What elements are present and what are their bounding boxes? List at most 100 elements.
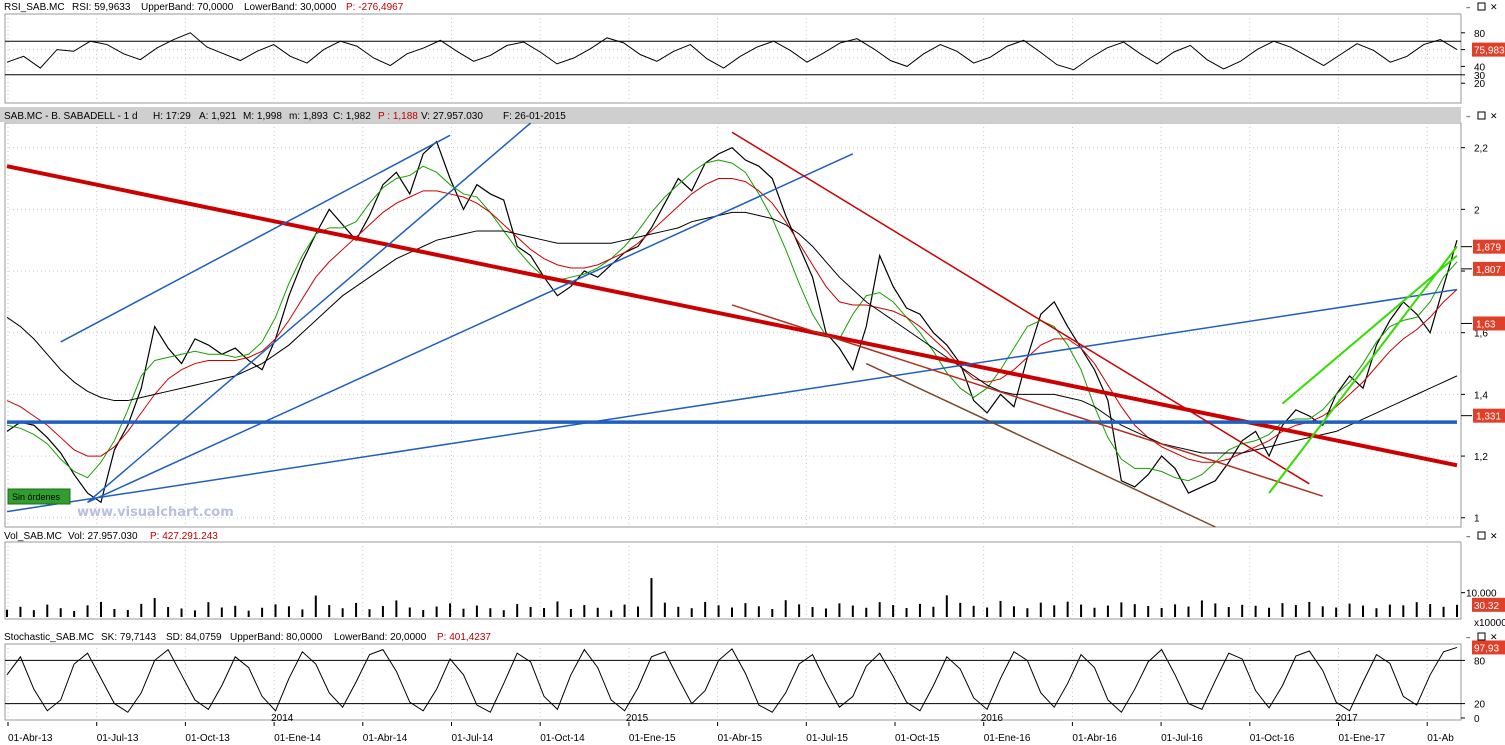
stochastic-title: Stochastic_SAB.MC [4,632,94,643]
maximize-icon[interactable] [1477,632,1486,641]
close-icon[interactable]: ✕ [1490,112,1498,122]
volume-p: P: 427.291.243 [150,531,218,542]
volume-bar [650,578,653,617]
date-tick-label: 01-Abr-13 [8,733,53,744]
volume-bar [999,600,1002,617]
price-grid [5,123,1461,527]
volume-bar [1348,603,1351,617]
volume-title: Vol_SAB.MC [4,531,62,542]
maximize-icon[interactable] [1477,111,1486,120]
price-time: H: 17:29 [153,111,191,122]
volume-bar [1308,601,1311,617]
rsi-y-tick-label: 80 [1474,29,1486,40]
price-high: M: 1,998 [243,111,282,122]
trendline [60,134,451,343]
rsi-lower-band-label: LowerBand: 30,0000 [244,2,337,13]
volume-bar [341,608,344,617]
volume-value: Vol: 27.957.030 [68,531,138,542]
date-tick-label: 01-Abr-15 [718,733,763,744]
volume-bar [945,595,948,617]
price-panel: SAB.MC - B. SABADELL - 1 d H: 17:29 A: 1… [0,107,1505,528]
volume-scale-label: x10000 [1474,618,1505,629]
volume-bar [757,606,760,617]
stochastic-y-tick-label: 20 [1474,700,1486,711]
trendline [865,362,1216,528]
minimize-icon[interactable]: – [1466,112,1471,122]
volume-bar [435,606,438,617]
trendline [731,131,1310,485]
price-date: F: 26-01-2015 [503,111,566,122]
volume-bar [556,601,559,617]
volume-bar [1362,605,1365,617]
price-tag-box [1473,408,1505,423]
volume-bar [328,605,331,617]
price-symbol: SAB.MC - B. SABADELL - 1 d [4,111,138,122]
volume-bar [1442,606,1445,617]
stochastic-y-axis: 80 20 0 97,93 [1461,640,1505,725]
volume-bar [663,602,666,617]
rsi-series-line [6,32,1458,71]
price-tag-text: 1,63 [1476,319,1496,330]
rsi-y-axis: 806040302075,983 [1461,29,1505,90]
volume-bar [261,607,264,617]
volume-bar [355,602,358,617]
maximize-icon[interactable] [1477,2,1486,11]
volume-bar [287,606,290,617]
stochastic-last-value-tag [1472,640,1505,655]
price-window-controls[interactable]: – ✕ [1466,111,1498,122]
volume-bar [811,607,814,617]
volume-bar [918,603,921,617]
price-y-tick-label: 2,2 [1474,144,1488,155]
order-label-text: Sin órdenes [12,492,61,502]
stochastic-y-tick-label: 0 [1474,714,1480,725]
rsi-y-tick-label: 20 [1474,79,1486,90]
rsi-grid [5,14,1461,103]
volume-bar [1053,605,1056,617]
price-tag-text: 1,331 [1476,412,1501,423]
date-tick-label: 01-Ene-14 [274,733,321,744]
date-tick-label: 01-Abr-16 [1072,733,1117,744]
close-icon[interactable]: ✕ [1490,633,1498,643]
stochastic-y-tick-label: 80 [1474,656,1486,667]
date-tick-label: 01-Oct-16 [1250,733,1295,744]
volume-bar [73,610,76,617]
rsi-title: RSI_SAB.MC [4,2,65,13]
watermark: www.visualchart.com [77,505,234,520]
rsi-y-tick-label: 30 [1474,71,1486,82]
volume-bar [610,610,613,617]
stochastic-sk: SK: 79,7143 [101,632,156,643]
volume-bar [1120,602,1123,617]
price-y-tick-label: 1,6 [1474,329,1488,340]
price-open: A: 1,921 [199,111,237,122]
stochastic-upper-band-label: UpperBand: 80,0000 [230,632,323,643]
stochastic-window-controls[interactable]: – ✕ [1466,632,1498,643]
volume-bar [1415,602,1418,617]
volume-window-controls[interactable]: – ✕ [1466,531,1498,542]
close-icon[interactable]: ✕ [1490,532,1498,542]
volume-bar [408,607,411,617]
maximize-icon[interactable] [1477,531,1486,540]
volume-bar [704,601,707,617]
stochastic-plot-frame [4,643,1462,721]
rsi-header: RSI_SAB.MC RSI: 59,9633 UpperBand: 70,00… [4,2,404,13]
rsi-panel: RSI_SAB.MC RSI: 59,9633 UpperBand: 70,00… [4,2,1505,104]
minimize-icon[interactable]: – [1466,532,1471,542]
volume-bar [113,608,116,617]
volume-bar [892,605,895,617]
volume-bar [1429,604,1432,617]
minimize-icon[interactable]: – [1466,3,1471,13]
volume-panel: Vol_SAB.MC Vol: 27.957.030 P: 427.291.24… [4,531,1505,629]
volume-bar [234,605,237,617]
volume-bar [1268,607,1271,617]
volume-bar [1335,607,1338,617]
volume-bar [140,603,143,617]
price-tag-text: 1,879 [1476,243,1501,254]
volume-bar [301,609,304,617]
date-tick-label: 01-Jul-13 [97,733,139,744]
price-y-tick-label: 1 [1474,514,1480,525]
stochastic-panel: Stochastic_SAB.MC SK: 79,7143 SD: 84,075… [4,632,1505,725]
minimize-icon[interactable]: – [1466,633,1471,643]
close-icon[interactable]: ✕ [1490,3,1498,13]
rsi-window-controls[interactable]: – ✕ [1466,2,1498,13]
